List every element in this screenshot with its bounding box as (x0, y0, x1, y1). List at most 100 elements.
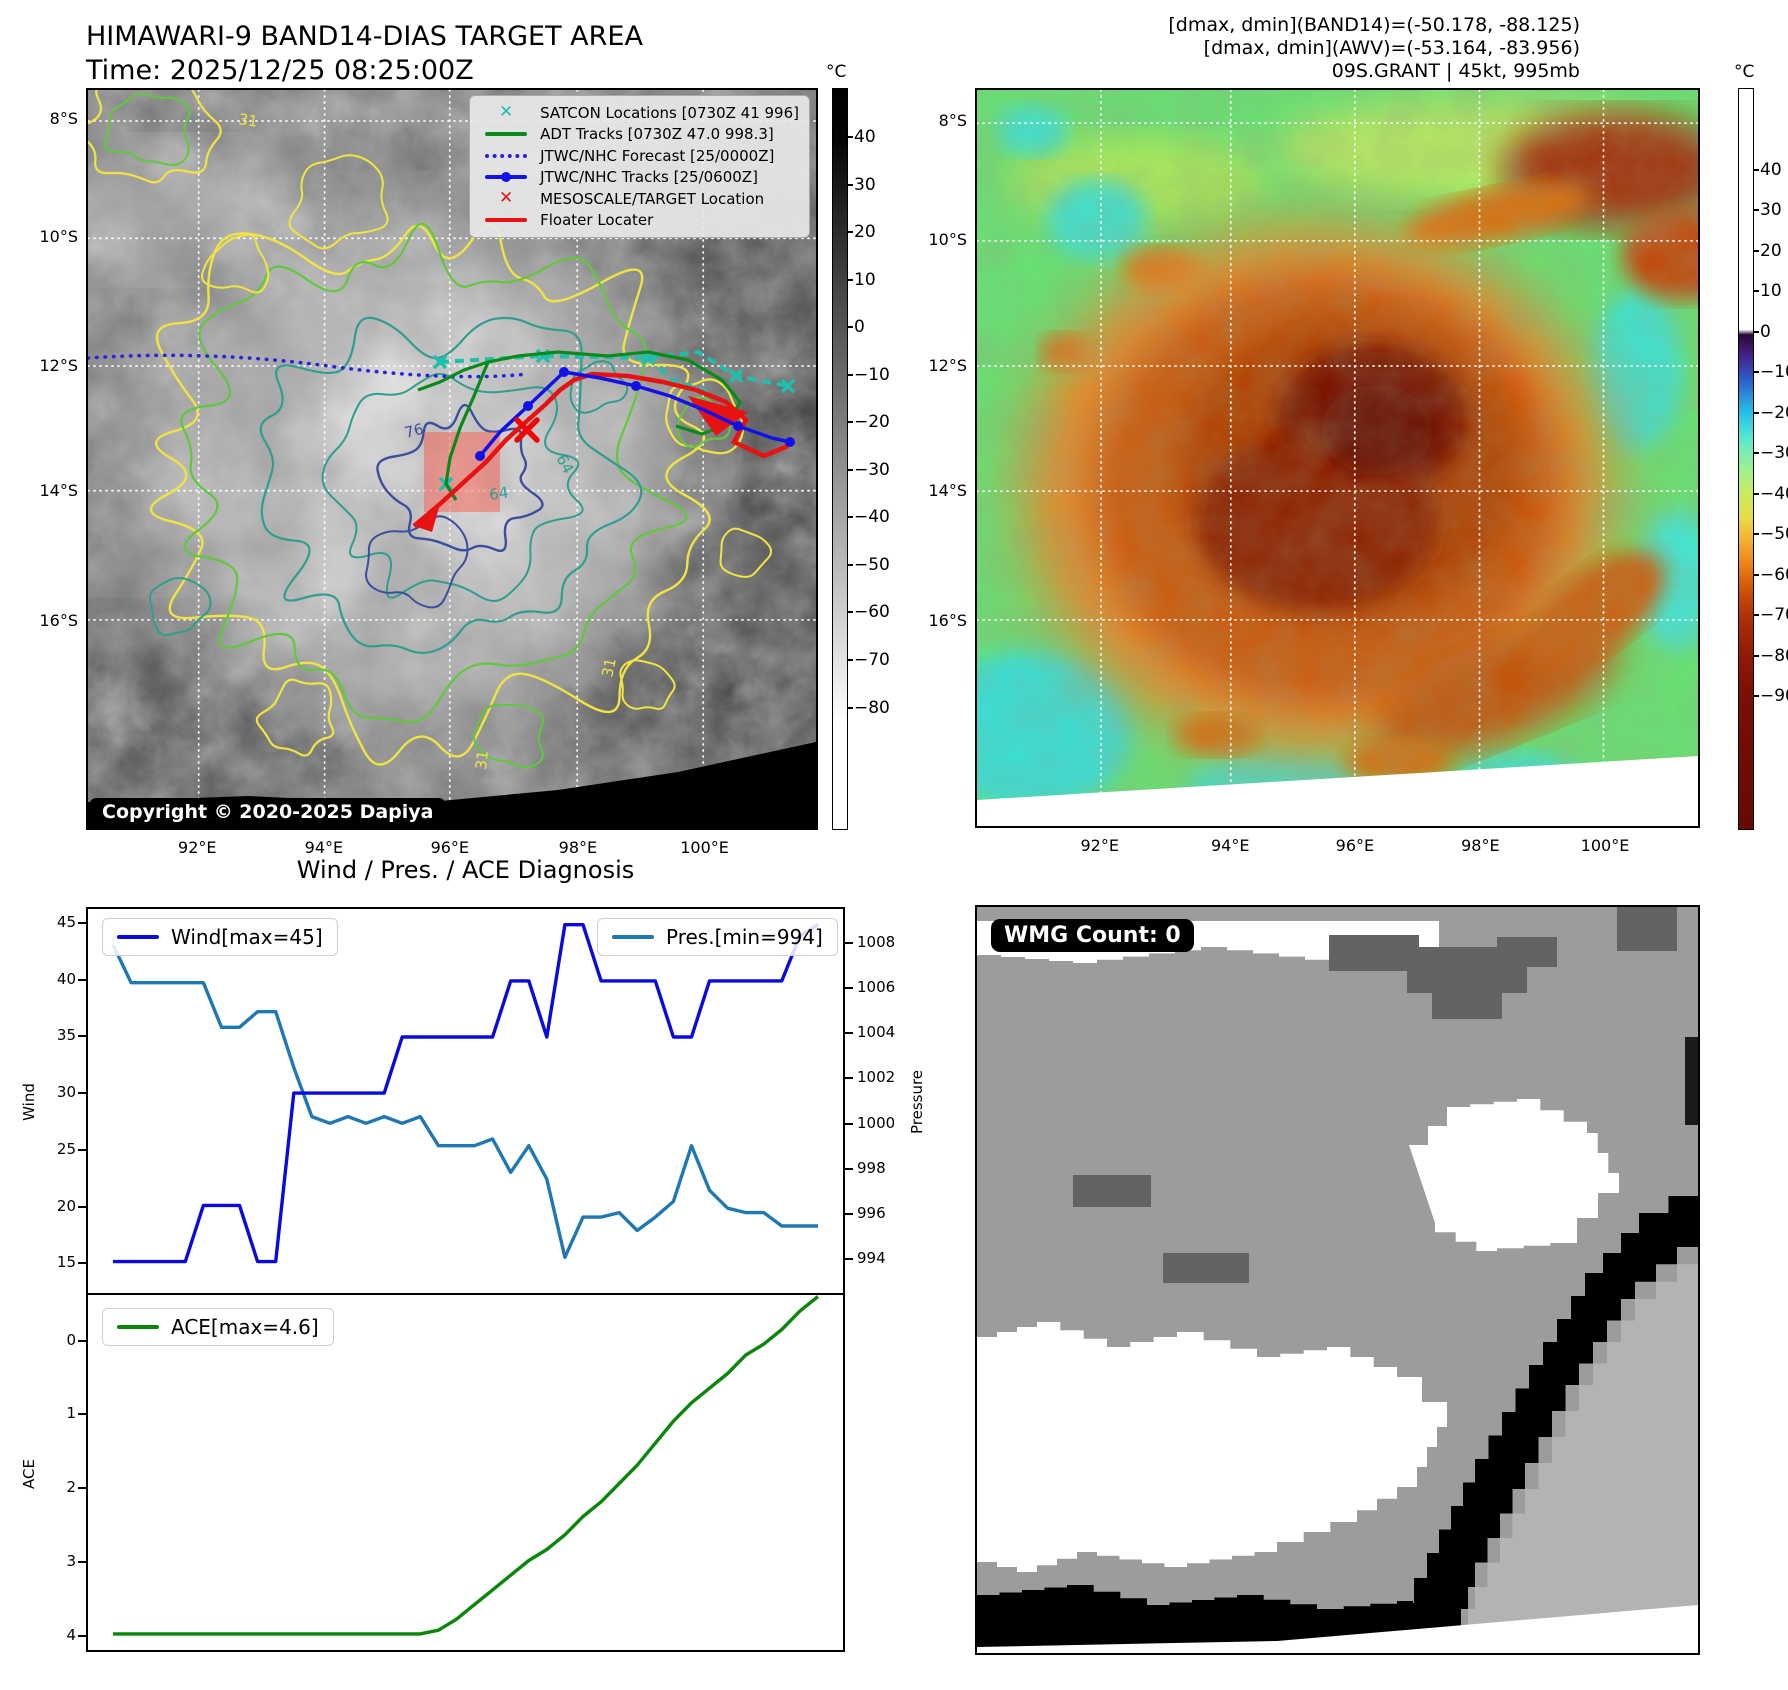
colorbar-tick-mark (848, 706, 853, 709)
colorbar-tick-label: −80 (1760, 645, 1788, 666)
colorbar-tick-label: 20 (1760, 240, 1782, 261)
colorbar-tick-mark (1754, 249, 1759, 252)
colorbar-tick-label: −70 (854, 650, 890, 671)
colorbar-tick-label: −40 (854, 507, 890, 528)
y-tick-label: 35 (56, 1026, 76, 1045)
colorbar-tick-label: −50 (854, 554, 890, 575)
map-legend: ✕ SATCON Locations [0730Z 41 996] ADT Trac… (469, 95, 810, 238)
lon-tick-label: 92°E (178, 838, 217, 857)
colorbar-tick-label: 30 (854, 174, 876, 195)
y-tick-label: 1 (66, 1404, 76, 1423)
y-tick-label: 15 (56, 1253, 76, 1272)
line-swatch-icon (478, 171, 534, 182)
lat-tick-label: 12°S (928, 355, 967, 375)
y2-tick-label: 1008 (857, 933, 896, 952)
colorbar-tick-mark (848, 135, 853, 138)
lat-tick-label: 8°S (49, 109, 78, 129)
contour-label: 31 (472, 750, 492, 771)
lat-tick-label: 14°S (39, 480, 78, 500)
pressure-legend: Pres.[min=994] (597, 918, 838, 956)
y-tick-label: 4 (66, 1625, 76, 1644)
awv-satellite-image (977, 90, 1698, 826)
y2-tick-label: 994 (857, 1248, 886, 1267)
ace-line-swatch-icon (117, 1324, 159, 1330)
colorbar-tick-mark (1754, 330, 1759, 333)
legend-row: ✕ MESOSCALE/TARGET Location (478, 188, 799, 210)
colorbar-tick-mark (848, 421, 853, 424)
wind-pressure-chart (86, 907, 845, 1295)
wind-line-swatch-icon (117, 934, 159, 940)
colorbar-tick-mark (1754, 168, 1759, 171)
y-tick-label: 45 (56, 912, 76, 931)
colorbar-tick-mark (848, 373, 853, 376)
colorbar-tick-mark (848, 468, 853, 471)
lat-tick-label: 10°S (39, 227, 78, 247)
colorbar-tick-label: 20 (854, 222, 876, 243)
line-swatch-icon (478, 153, 534, 158)
lat-tick-label: 10°S (928, 229, 967, 249)
legend-label: JTWC/NHC Forecast [25/0000Z] (540, 146, 775, 165)
y2-tick-label: 1006 (857, 978, 896, 997)
colorbar-tick-mark (1754, 371, 1759, 374)
colorbar-tick-label: −10 (854, 364, 890, 385)
ace-axis-label: ACE (19, 1459, 38, 1489)
colorbar-tick-mark (848, 611, 853, 614)
awv-colorbar (1738, 88, 1754, 830)
time-label: Time: 2025/12/25 08:25:00Z (86, 55, 474, 86)
y2-tick-label: 998 (857, 1158, 886, 1177)
y-tick-label: 30 (56, 1083, 76, 1102)
colorbar-tick-mark (848, 278, 853, 281)
lat-tick-label: 12°S (39, 355, 78, 375)
legend-label: MESOSCALE/TARGET Location (540, 189, 765, 208)
colorbar-tick-label: 10 (854, 269, 876, 290)
wmg-mask-image (977, 907, 1698, 1653)
colorbar-tick-label: −70 (1760, 605, 1788, 626)
wmg-panel: WMG Count: 0 (975, 905, 1700, 1655)
colorbar-tick-mark (848, 563, 853, 566)
colorbar-tick-mark (1754, 452, 1759, 455)
legend-row: JTWC/NHC Forecast [25/0000Z] (478, 145, 799, 167)
y2-tick-label: 1002 (857, 1068, 896, 1087)
colorbar-tick-mark (1754, 695, 1759, 698)
lat-tick-label: 16°S (39, 610, 78, 630)
awv-map-panel (975, 88, 1700, 828)
y-tick-label: 0 (66, 1330, 76, 1349)
lon-tick-label: 96°E (430, 838, 470, 857)
scan-edge-white (977, 756, 1698, 826)
ace-chart (86, 1295, 845, 1652)
colorbar-tick-label: 10 (1760, 281, 1782, 302)
y-tick-label: 20 (56, 1196, 76, 1215)
y-tick-label: 3 (66, 1552, 76, 1570)
stats-band14: [dmax, dmin](BAND14)=(-50.178, -88.125) (1168, 14, 1580, 36)
y-tick-label: 25 (56, 1139, 76, 1158)
colorbar-tick-label: −60 (1760, 564, 1788, 585)
y2-tick-label: 996 (857, 1203, 886, 1222)
legend-label: Floater Locater (540, 211, 654, 230)
x-marker-icon: ✕ (498, 188, 514, 209)
y-tick-label: 40 (56, 969, 76, 988)
colorbar-tick-label: −10 (1760, 362, 1788, 383)
wind-axis-label: Wind (19, 1083, 38, 1121)
y2-tick-label: 1004 (857, 1023, 896, 1042)
line-swatch-icon (478, 132, 534, 137)
colorbar-tick-mark (848, 516, 853, 519)
band14-map-panel: 31 76 64 64 31 31 ✕ SATCON Locations [0730Z 41… (86, 88, 818, 830)
x-marker-icon: ✕ (498, 102, 514, 123)
legend-row: ✕ SATCON Locations [0730Z 41 996] (478, 102, 799, 124)
lat-tick-label: 16°S (928, 610, 967, 630)
lon-tick-label: 94°E (1210, 836, 1250, 855)
legend-row: ADT Tracks [0730Z 47.0 998.3] (478, 124, 799, 146)
colorbar-tick-mark (848, 183, 853, 186)
colorbar-tick-label: −90 (1760, 686, 1788, 707)
colorbar-tick-label: 30 (1760, 200, 1782, 221)
colorbar-tick-mark (848, 659, 853, 662)
pressure-axis-label: Pressure (908, 1069, 927, 1135)
legend-label: ADT Tracks [0730Z 47.0 998.3] (540, 125, 774, 144)
y-tick-label: 2 (66, 1478, 76, 1497)
colorbar-tick-label: −50 (1760, 524, 1788, 545)
colorbar-tick-label: 40 (854, 126, 876, 147)
wind-legend: Wind[max=45] (102, 918, 338, 956)
colorbar-tick-mark (1754, 614, 1759, 617)
